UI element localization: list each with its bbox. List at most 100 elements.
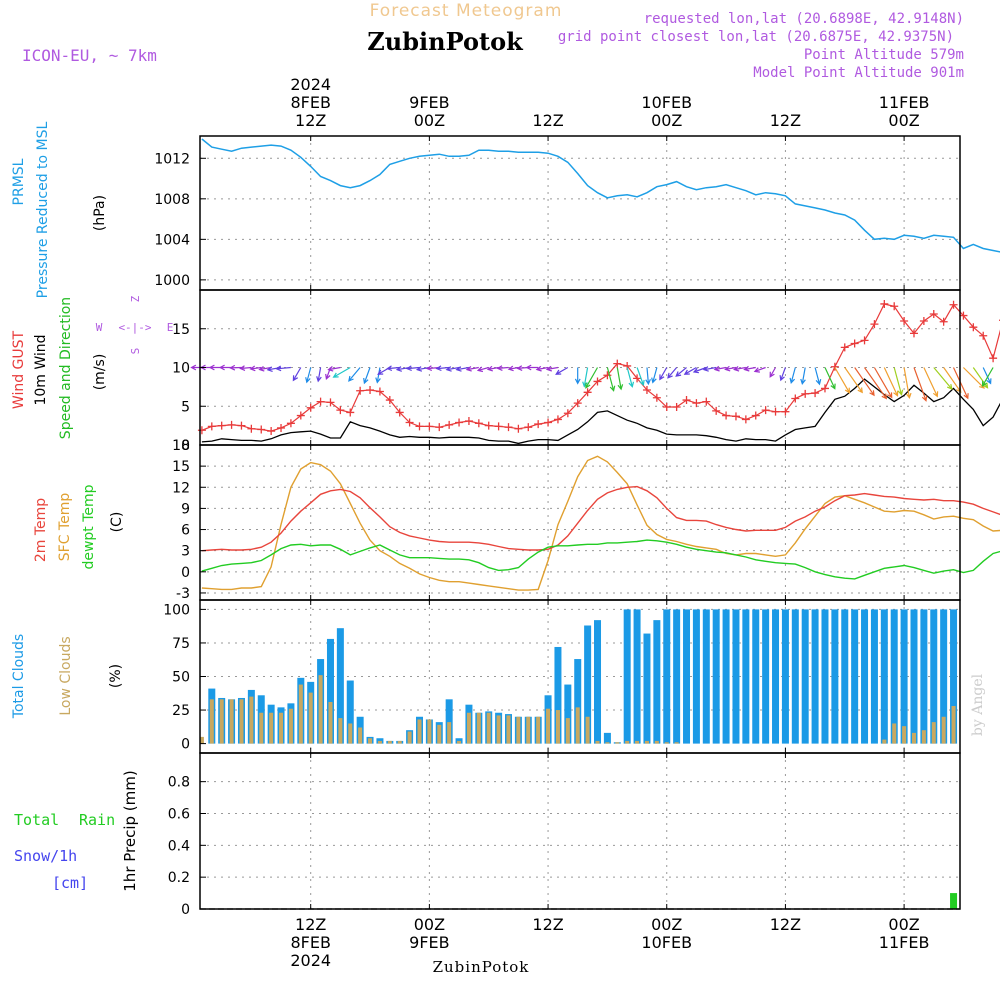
low-clouds-bar xyxy=(209,699,214,744)
gust-marker xyxy=(751,411,760,420)
gust-marker xyxy=(445,420,454,429)
gust-marker xyxy=(356,386,365,395)
total-clouds-bar xyxy=(880,609,888,744)
wind-direction-arrow xyxy=(496,365,509,371)
wind-direction-arrow xyxy=(275,365,291,372)
gust-marker xyxy=(573,399,582,408)
pressure-legend: PRMSL Pressure Reduced to MSL (hPa) xyxy=(11,121,108,298)
gust-marker xyxy=(435,423,444,432)
total-clouds-bar xyxy=(940,609,948,744)
temperature-panel-frame xyxy=(199,444,961,601)
gust-marker xyxy=(366,385,375,394)
gust-marker xyxy=(949,300,958,309)
temp-unit: (C) xyxy=(109,512,125,533)
total-clouds-bar xyxy=(584,625,592,744)
time-label-bottom: 9FEB xyxy=(409,933,449,952)
total-clouds-bar xyxy=(732,609,740,744)
gust-marker xyxy=(207,422,216,431)
wind-speed-line xyxy=(201,378,1000,445)
wind-direction-arrow xyxy=(606,367,616,392)
low-clouds-bar xyxy=(476,712,481,744)
precip-ytick-label: 0.8 xyxy=(168,775,190,791)
wind-direction-arrow xyxy=(903,367,912,400)
wind-direction-arrow xyxy=(952,367,969,400)
pressure-ytick-label: 1012 xyxy=(154,151,190,167)
clouds-ytick-label: 100 xyxy=(163,602,190,618)
wind-direction-arrow xyxy=(702,366,717,372)
low-clouds-bar xyxy=(941,716,946,744)
gust-marker xyxy=(217,421,226,430)
low-clouds-bar xyxy=(615,742,620,744)
time-label-bottom: 10FEB xyxy=(641,933,692,952)
low-clouds-bar xyxy=(318,675,323,744)
wind-direction-arrow xyxy=(292,367,302,382)
wind-direction-arrow xyxy=(659,367,668,381)
gust-marker xyxy=(741,415,750,424)
gust-marker xyxy=(771,407,780,416)
wind-ytick-label: 0 xyxy=(181,438,190,454)
total-clouds-bar xyxy=(910,609,918,744)
low-clouds-bar xyxy=(358,727,363,744)
clouds-ytick-label: 25 xyxy=(172,703,190,719)
wind-ytick-label: 15 xyxy=(172,322,190,338)
wind-direction-arrow xyxy=(258,366,272,372)
total-clouds-bar xyxy=(445,699,453,744)
low-clouds-bar xyxy=(565,718,570,744)
temperature-ytick-label: -3 xyxy=(176,586,190,602)
wind-direction-arrow xyxy=(332,366,351,378)
low-clouds-bar xyxy=(308,692,313,744)
wind-direction-arrow xyxy=(363,367,371,385)
time-label-bottom: 00Z xyxy=(888,915,919,934)
wind-direction-arrow xyxy=(675,367,687,377)
requested-coords: requested lon,lat (20.6898E, 42.9148N) xyxy=(644,11,964,27)
gust-marker xyxy=(702,397,711,406)
low-clouds-bar xyxy=(486,712,491,744)
gust-marker xyxy=(840,343,849,352)
precip-ytick-label: 0 xyxy=(181,902,190,918)
wind-direction-arrow xyxy=(982,367,992,385)
total-clouds-bar xyxy=(692,609,700,744)
time-label-bottom: 11FEB xyxy=(879,933,930,952)
sfc-legend: SFC Temp xyxy=(57,493,73,562)
low-clouds-bar xyxy=(200,736,204,744)
low-clouds-bar xyxy=(635,740,640,744)
gust-marker xyxy=(336,406,345,415)
total-clouds-bar xyxy=(633,609,641,744)
total-clouds-bar xyxy=(870,609,878,744)
total-clouds-bar xyxy=(663,609,671,744)
low-clouds-bar xyxy=(229,699,234,744)
gust-marker xyxy=(474,419,483,428)
gust-marker xyxy=(257,425,266,434)
wind-direction-arrow xyxy=(239,365,252,371)
total-clouds-bar xyxy=(643,633,651,744)
wind-direction-arrow xyxy=(405,365,420,372)
wind-direction-arrow xyxy=(789,367,796,385)
low-clouds-bar xyxy=(377,740,382,744)
wind-direction-arrow xyxy=(733,366,747,372)
clouds-ytick-label: 75 xyxy=(172,636,190,652)
dewpt-legend: dewpt Temp xyxy=(81,484,97,569)
precip-unit: 1hr Precip (mm) xyxy=(121,770,139,891)
wind-direction-arrow xyxy=(692,366,707,374)
precip-legend-rain: Rain xyxy=(79,811,115,829)
gust-marker xyxy=(939,317,948,326)
gust-marker xyxy=(791,394,800,403)
total-clouds-bar xyxy=(574,659,582,744)
gust-marker xyxy=(593,377,602,386)
low-clouds-bar xyxy=(348,723,353,744)
wind-direction-arrow xyxy=(645,367,651,386)
low-clouds-bar xyxy=(536,716,541,744)
closest-coords: grid point closest lon,lat (20.6875E, 42… xyxy=(558,29,954,45)
low-clouds-bar xyxy=(921,730,926,744)
gust-marker xyxy=(395,408,404,417)
low-clouds-bar xyxy=(625,740,630,744)
gust-marker xyxy=(247,424,256,433)
pressure-ytick-label: 1000 xyxy=(154,273,190,289)
time-label-top: 12Z xyxy=(532,111,563,130)
wind-direction-arrow xyxy=(844,367,863,394)
total-clouds-bar xyxy=(890,609,898,744)
wind-direction-arrow xyxy=(667,367,678,379)
gust-marker xyxy=(197,426,206,435)
gust-marker xyxy=(375,387,384,396)
